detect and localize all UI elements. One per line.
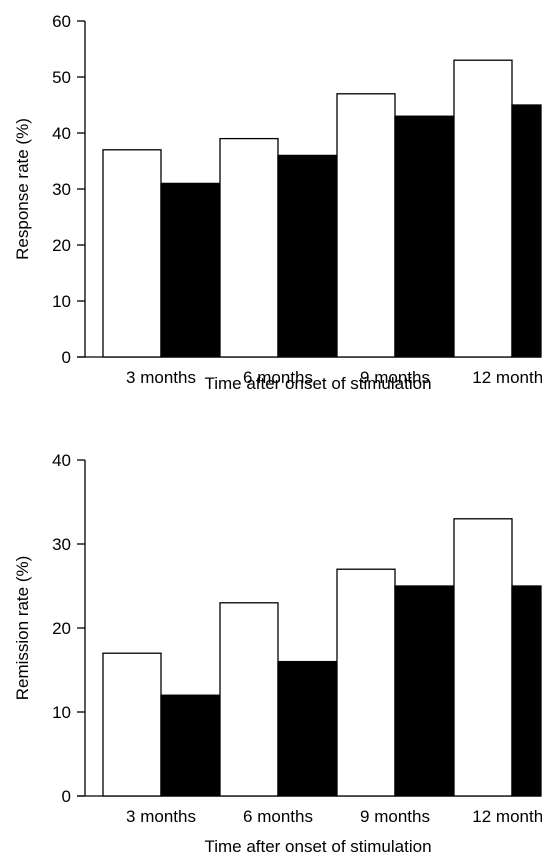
x-axis-title: Time after onset of stimulation bbox=[204, 374, 431, 393]
y-tick-label: 30 bbox=[52, 180, 71, 199]
x-tick-label: 6 months bbox=[243, 368, 313, 387]
bar-open-1 bbox=[102, 652, 162, 797]
x-tick-label: 9 months bbox=[360, 807, 430, 826]
bar-filled-2 bbox=[277, 154, 337, 358]
bar-filled-4 bbox=[511, 104, 542, 358]
bar-open-2 bbox=[219, 602, 279, 797]
x-tick-label: 12 months bbox=[472, 368, 542, 387]
y-axis-title: Remission rate (%) bbox=[13, 556, 32, 701]
y-tick-label: 60 bbox=[52, 12, 71, 31]
bar-filled-3 bbox=[394, 585, 454, 797]
bar-open-3 bbox=[336, 568, 396, 797]
bar-open-1 bbox=[102, 149, 162, 358]
bar-open-4 bbox=[453, 59, 513, 358]
bar-filled-3 bbox=[394, 115, 454, 358]
y-tick-label: 0 bbox=[62, 787, 71, 806]
y-tick-label: 40 bbox=[52, 124, 71, 143]
response-rate-chart: Response rate (%) Time after onset of st… bbox=[13, 12, 542, 393]
y-tick-label: 0 bbox=[62, 348, 71, 367]
bar-filled-2 bbox=[277, 660, 337, 797]
x-axis-title: Time after onset of stimulation bbox=[204, 837, 431, 856]
y-tick-label: 20 bbox=[52, 236, 71, 255]
x-tick-label: 3 months bbox=[126, 368, 196, 387]
y-tick-label: 20 bbox=[52, 619, 71, 638]
bar-filled-1 bbox=[160, 694, 220, 797]
x-tick-label: 9 months bbox=[360, 368, 430, 387]
x-tick-label: 3 months bbox=[126, 807, 196, 826]
y-tick-label: 50 bbox=[52, 68, 71, 87]
x-tick-label: 12 months bbox=[472, 807, 542, 826]
bar-filled-4 bbox=[511, 585, 542, 797]
y-tick-label: 30 bbox=[52, 535, 71, 554]
bar-open-2 bbox=[219, 137, 279, 358]
y-tick-label: 40 bbox=[52, 451, 71, 470]
bar-open-3 bbox=[336, 93, 396, 358]
x-tick-label: 6 months bbox=[243, 807, 313, 826]
bar-filled-1 bbox=[160, 182, 220, 358]
y-axis-title: Response rate (%) bbox=[13, 118, 32, 260]
bar-open-4 bbox=[453, 518, 513, 797]
y-tick-label: 10 bbox=[52, 703, 71, 722]
remission-rate-chart: Remission rate (%) Time after onset of s… bbox=[13, 451, 542, 856]
y-tick-label: 10 bbox=[52, 292, 71, 311]
